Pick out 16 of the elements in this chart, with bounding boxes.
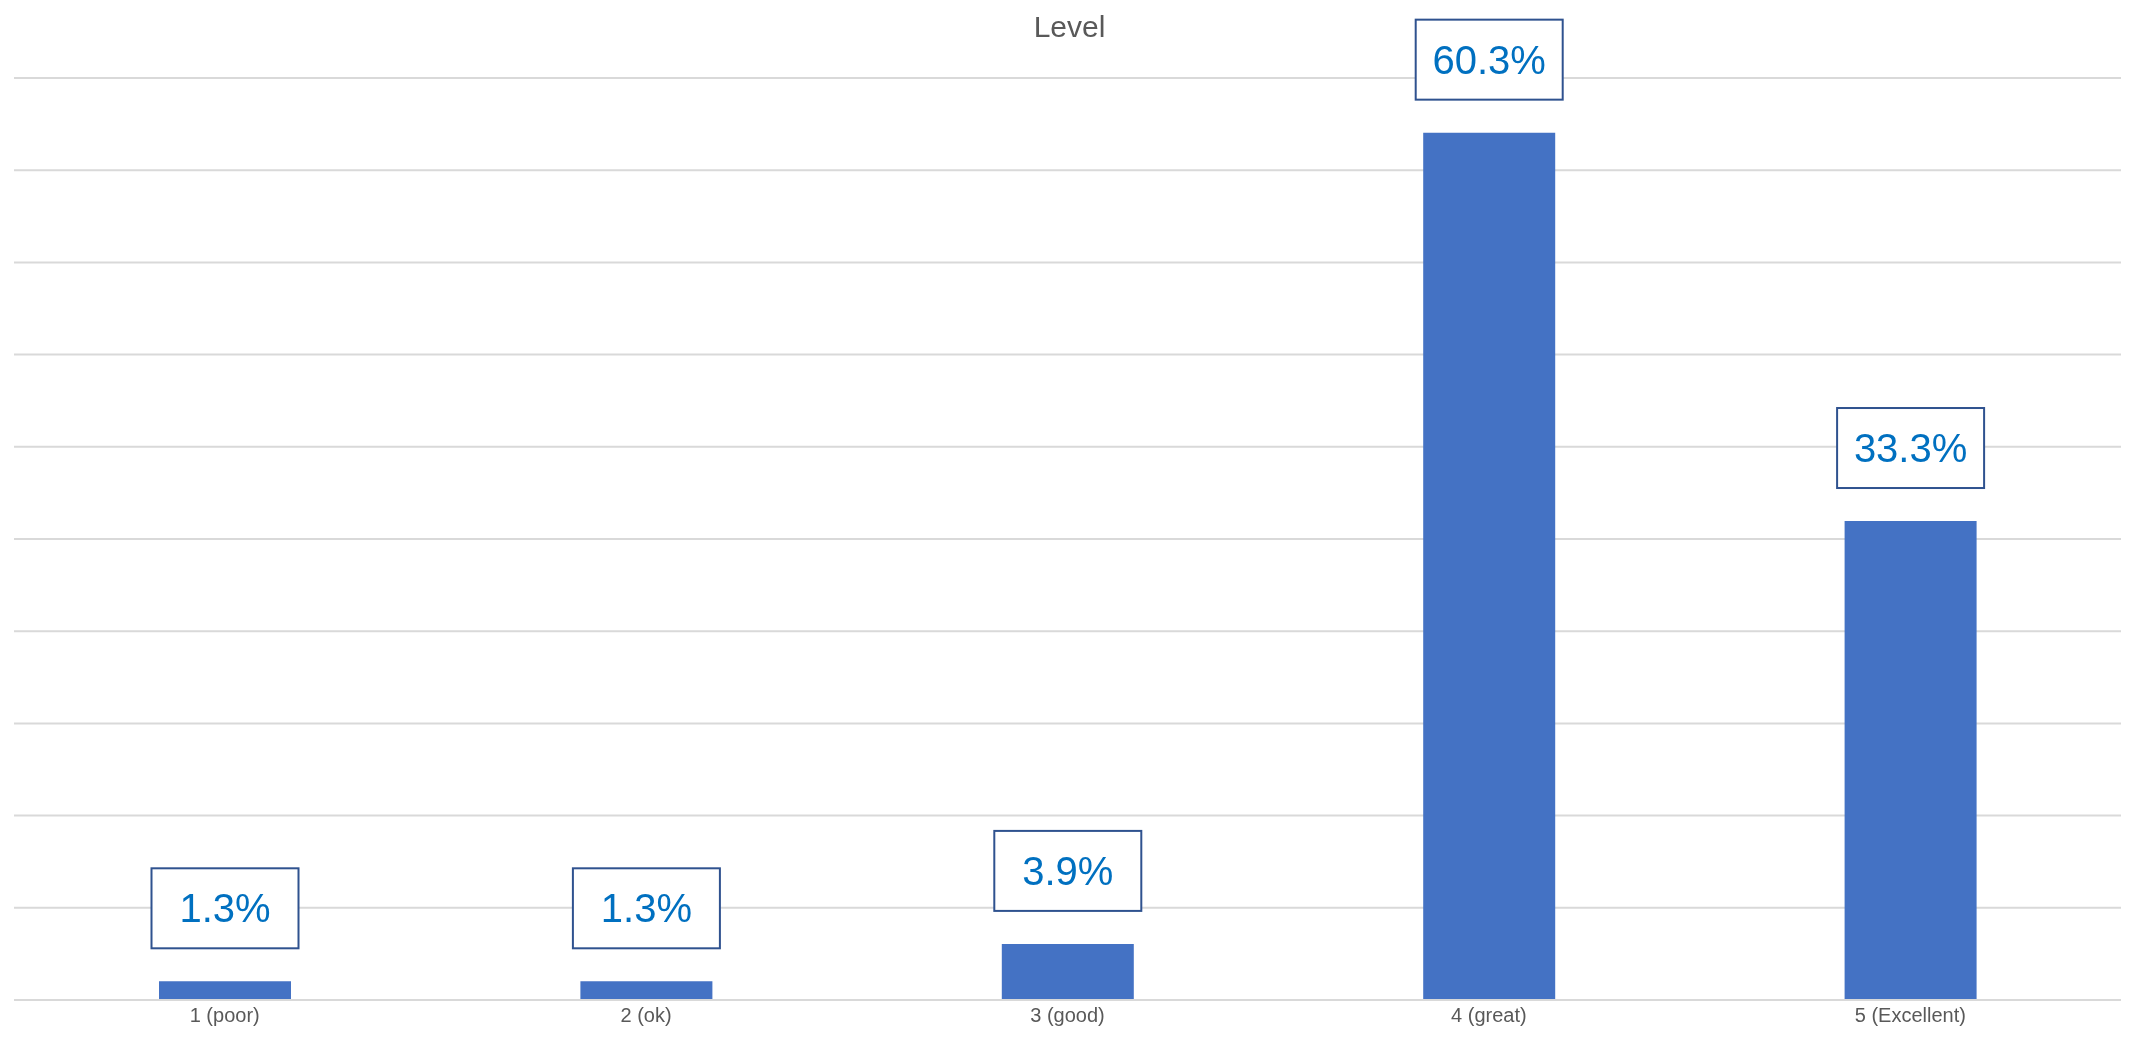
bar — [1001, 943, 1134, 1000]
data-label: 60.3% — [1432, 37, 1546, 82]
x-tick-label: 1 (poor) — [189, 1004, 260, 1027]
bar — [1423, 132, 1556, 1000]
bar — [580, 981, 713, 1000]
bar — [1844, 521, 1977, 1000]
x-tick-label: 2 (ok) — [620, 1004, 672, 1027]
x-tick-label: 5 (Excellent) — [1854, 1004, 1966, 1027]
data-label: 1.3% — [179, 886, 271, 931]
x-tick-label: 3 (good) — [1030, 1004, 1105, 1027]
data-label: 33.3% — [1853, 426, 1968, 471]
chart-title: Level — [1033, 10, 1106, 43]
data-label: 3.9% — [1022, 848, 1114, 893]
data-label: 1.3% — [600, 886, 692, 931]
bar — [159, 981, 291, 1000]
x-tick-label: 4 (great) — [1451, 1004, 1527, 1027]
